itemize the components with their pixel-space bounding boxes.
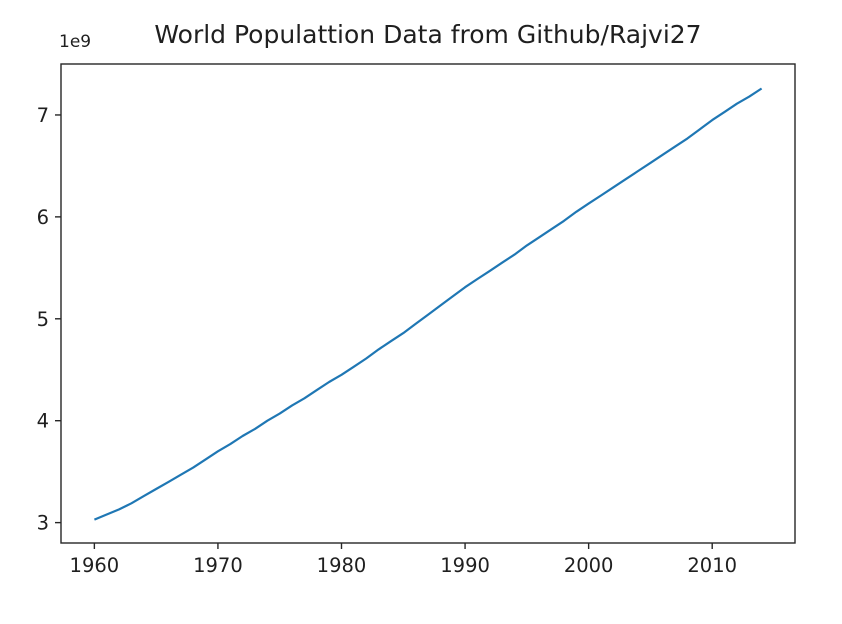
y-tick-label: 3 bbox=[37, 512, 49, 535]
chart-title: World Populattion Data from Github/Rajvi… bbox=[154, 20, 702, 49]
x-tick-label: 2000 bbox=[564, 554, 614, 577]
x-tick-label: 1960 bbox=[70, 554, 120, 577]
population-line bbox=[93, 87, 763, 521]
y-tick-label: 4 bbox=[37, 410, 49, 433]
x-tick-label: 1970 bbox=[193, 554, 243, 577]
y-tick-label: 7 bbox=[37, 104, 49, 127]
x-tick-label: 1980 bbox=[317, 554, 367, 577]
y-tick-label: 5 bbox=[37, 308, 49, 331]
y-axis-offset-label: 1e9 bbox=[59, 32, 92, 52]
x-tick-label: 1990 bbox=[440, 554, 490, 577]
x-tick-label: 2010 bbox=[687, 554, 737, 577]
y-tick-label: 6 bbox=[37, 206, 49, 229]
axes-frame bbox=[60, 63, 796, 544]
